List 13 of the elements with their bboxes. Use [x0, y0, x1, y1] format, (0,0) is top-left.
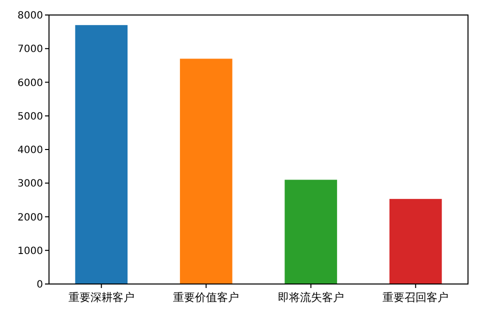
- y-tick-label: 6000: [18, 78, 43, 89]
- y-tick-label: 2000: [18, 212, 43, 224]
- x-tick-label: 重要深耕客户: [68, 291, 134, 304]
- y-tick-label: 4000: [18, 145, 43, 156]
- y-tick-label: 1000: [18, 246, 43, 257]
- y-tick-label: 7000: [18, 44, 43, 56]
- y-tick-label: 5000: [18, 111, 43, 122]
- x-tick-label: 重要召回客户: [382, 291, 449, 304]
- x-tick-label: 即将流失客户: [278, 291, 344, 304]
- y-tick-label: 8000: [18, 10, 43, 22]
- y-tick-label: 0: [36, 280, 43, 290]
- x-tick-label: 重要价值客户: [173, 291, 240, 304]
- y-tick-label: 3000: [18, 178, 43, 190]
